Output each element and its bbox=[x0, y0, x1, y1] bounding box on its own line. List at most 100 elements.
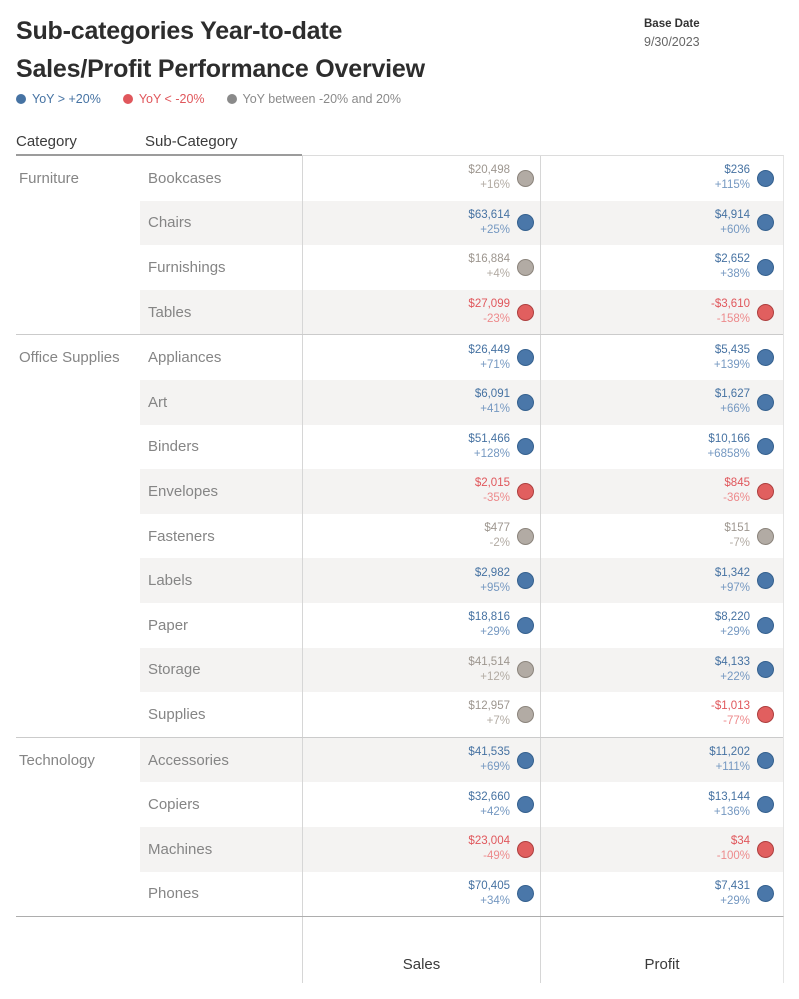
profit-values: $13,144 +136% bbox=[708, 790, 750, 820]
profit-cell: -$3,610 -158% bbox=[540, 289, 783, 335]
legend-item-up[interactable]: YoY > +20% bbox=[16, 92, 101, 106]
profit-yoy-dot[interactable] bbox=[757, 303, 774, 321]
subcategory-cell: Chairs bbox=[140, 200, 302, 246]
sales-yoy-dot[interactable] bbox=[517, 303, 534, 321]
sales-yoy-dot[interactable] bbox=[517, 751, 534, 769]
profit-yoy-dot[interactable] bbox=[757, 169, 774, 187]
profit-yoy-percent: +60% bbox=[720, 223, 750, 236]
profit-yoy-dot[interactable] bbox=[757, 705, 774, 723]
table-row: Tables $27,099 -23% -$3,610 -158% bbox=[16, 289, 783, 335]
profit-yoy-dot[interactable] bbox=[757, 796, 774, 814]
profit-value: $151 bbox=[724, 522, 750, 535]
table-row: Envelopes $2,015 -35% $845 -36% bbox=[16, 469, 783, 514]
performance-table: Furniture Bookcases $20,498 +16% $236 +115% Ch… bbox=[16, 154, 784, 917]
profit-value: -$1,013 bbox=[710, 700, 750, 713]
profit-yoy-dot[interactable] bbox=[757, 572, 774, 590]
profit-yoy-dot[interactable] bbox=[757, 661, 774, 679]
subcategory-cell: Appliances bbox=[148, 349, 222, 367]
sales-yoy-dot[interactable] bbox=[517, 840, 534, 858]
subcategory-cell: Art bbox=[140, 379, 302, 425]
category-cell bbox=[16, 871, 140, 917]
sales-value: $2,982 bbox=[474, 566, 510, 579]
sales-yoy-dot[interactable] bbox=[517, 438, 534, 456]
profit-yoy-percent: +115% bbox=[714, 179, 750, 192]
sales-cell: $2,015 -35% bbox=[302, 469, 540, 514]
profit-cell: $4,914 +60% bbox=[540, 200, 783, 246]
sales-yoy-percent: +69% bbox=[480, 761, 510, 774]
subcategory-cell: Labels bbox=[140, 558, 302, 603]
profit-yoy-dot[interactable] bbox=[757, 438, 774, 456]
profit-value: $845 bbox=[724, 477, 750, 490]
profit-yoy-percent: +139% bbox=[713, 358, 750, 371]
sales-yoy-dot[interactable] bbox=[517, 796, 534, 814]
sales-yoy-dot[interactable] bbox=[517, 258, 534, 276]
sales-yoy-dot[interactable] bbox=[517, 214, 534, 232]
profit-values: $2,652 +38% bbox=[715, 252, 750, 282]
subcategory-cell: Tables bbox=[140, 289, 302, 335]
sales-yoy-dot[interactable] bbox=[517, 572, 534, 590]
profit-cell: $4,133 +22% bbox=[540, 647, 783, 693]
profit-value: $236 bbox=[724, 164, 750, 177]
sales-yoy-percent: +4% bbox=[486, 268, 510, 281]
category-cell bbox=[16, 692, 140, 737]
profit-values: -$1,013 -77% bbox=[711, 699, 750, 729]
sales-cell: $32,660 +42% bbox=[302, 782, 540, 827]
profit-yoy-dot[interactable] bbox=[757, 840, 774, 858]
base-date-label: Base Date bbox=[644, 18, 700, 30]
sales-yoy-dot[interactable] bbox=[517, 393, 534, 411]
sales-yoy-dot[interactable] bbox=[517, 169, 534, 187]
profit-values: -$3,610 -158% bbox=[711, 297, 750, 327]
sales-value: $18,816 bbox=[468, 611, 510, 624]
category-cell: Furniture bbox=[16, 156, 140, 201]
profit-value: $1,627 bbox=[714, 388, 750, 401]
profit-yoy-dot[interactable] bbox=[757, 258, 774, 276]
sales-value: $2,015 bbox=[474, 477, 510, 490]
sales-yoy-dot[interactable] bbox=[517, 616, 534, 634]
category-cell bbox=[16, 245, 140, 290]
legend-down-dot-icon bbox=[122, 94, 133, 104]
sales-value: $51,466 bbox=[468, 432, 510, 445]
category-column-header: Category bbox=[16, 133, 77, 150]
table-row: Chairs $63,614 +25% $4,914 +60% bbox=[16, 200, 783, 246]
sales-values: $41,535 +69% bbox=[468, 745, 510, 775]
profit-yoy-dot[interactable] bbox=[757, 751, 774, 769]
profit-yoy-percent: +136% bbox=[713, 805, 750, 818]
legend-item-down[interactable]: YoY < -20% bbox=[122, 92, 205, 106]
profit-yoy-percent: +29% bbox=[720, 894, 750, 907]
profit-values: $845 -36% bbox=[723, 476, 750, 506]
profit-cell: $845 -36% bbox=[540, 469, 783, 514]
profit-values: $1,342 +97% bbox=[715, 566, 750, 596]
sales-yoy-dot[interactable] bbox=[517, 349, 534, 367]
sales-values: $63,614 +25% bbox=[468, 208, 510, 238]
sales-yoy-percent: +29% bbox=[480, 626, 510, 639]
profit-yoy-dot[interactable] bbox=[757, 349, 774, 367]
table-row: Office Supplies Appliances $26,449 +71% $5,4… bbox=[16, 334, 783, 380]
sales-yoy-dot[interactable] bbox=[517, 661, 534, 679]
sales-yoy-dot[interactable] bbox=[517, 885, 534, 903]
sales-yoy-percent: +95% bbox=[480, 581, 510, 594]
table-row: Paper $18,816 +29% $8,220 +29% bbox=[16, 602, 783, 648]
sales-yoy-dot[interactable] bbox=[517, 705, 534, 723]
profit-yoy-dot[interactable] bbox=[757, 885, 774, 903]
category-cell bbox=[16, 424, 140, 470]
sales-yoy-dot[interactable] bbox=[517, 482, 534, 500]
profit-value: $7,431 bbox=[714, 879, 750, 892]
profit-cell: $1,627 +66% bbox=[540, 379, 783, 425]
profit-yoy-dot[interactable] bbox=[757, 214, 774, 232]
sales-values: $51,466 +128% bbox=[468, 432, 510, 462]
sales-cell: $6,091 +41% bbox=[302, 379, 540, 425]
profit-yoy-dot[interactable] bbox=[757, 527, 774, 545]
profit-yoy-dot[interactable] bbox=[757, 616, 774, 634]
profit-yoy-percent: +38% bbox=[720, 268, 750, 281]
sales-yoy-dot[interactable] bbox=[517, 527, 534, 545]
sales-values: $16,884 +4% bbox=[468, 252, 510, 282]
legend-item-neutral[interactable]: YoY between -20% and 20% bbox=[226, 92, 401, 106]
sales-values: $20,498 +16% bbox=[468, 163, 510, 193]
sales-values: $27,099 -23% bbox=[468, 297, 510, 327]
profit-value: -$3,610 bbox=[710, 298, 750, 311]
profit-value: $4,133 bbox=[714, 655, 750, 668]
legend-down-label: YoY < -20% bbox=[138, 92, 205, 106]
subcategory-cell: Storage bbox=[140, 647, 302, 693]
profit-yoy-dot[interactable] bbox=[757, 482, 774, 500]
profit-yoy-dot[interactable] bbox=[757, 393, 774, 411]
